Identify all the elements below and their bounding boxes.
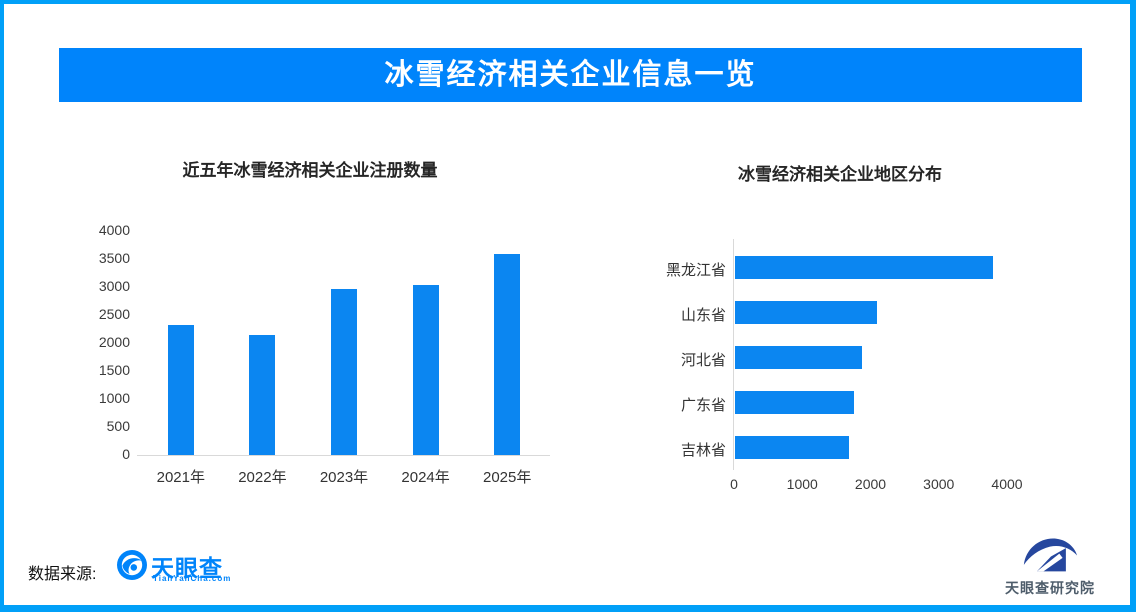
tianyancha-eye-icon — [117, 550, 147, 585]
y-tick-label: 2000 — [98, 334, 130, 350]
x-category-label: 2025年 — [483, 469, 532, 486]
y-tick-label: 1500 — [98, 362, 130, 378]
bar — [249, 335, 276, 455]
y-tick-label: 0 — [122, 446, 130, 462]
x-tick-label: 1000 — [786, 476, 818, 492]
tianyancha-logo-text: 天眼查 — [151, 555, 223, 581]
y-category-label: 山东省 — [680, 306, 726, 324]
y-tick-label: 4000 — [98, 222, 130, 238]
right-y-axis-line — [733, 239, 734, 470]
y-tick-label: 500 — [106, 418, 130, 434]
tianyancha-logo: 天眼查 TianYanCha.com — [117, 549, 247, 583]
x-tick-label: 4000 — [991, 476, 1023, 492]
bar — [735, 346, 862, 369]
institute-logo-text: 天眼查研究院 — [1005, 580, 1095, 596]
bar — [735, 436, 849, 459]
tianyancha-logo-subtext: TianYanCha.com — [153, 574, 232, 583]
bar — [735, 256, 993, 279]
institute-swoosh-icon — [1022, 535, 1078, 582]
x-category-label: 2021年 — [156, 469, 205, 486]
x-category-label: 2022年 — [238, 469, 287, 486]
y-category-label: 广东省 — [680, 396, 726, 414]
right-chart-title: 冰雪经济相关企业地区分布 — [738, 165, 942, 184]
left-x-axis-line — [137, 455, 550, 456]
x-tick-label: 0 — [730, 476, 738, 492]
y-category-label: 吉林省 — [680, 441, 726, 459]
left-chart-title: 近五年冰雪经济相关企业注册数量 — [182, 161, 438, 180]
x-category-label: 2024年 — [401, 469, 450, 486]
x-tick-label: 2000 — [854, 476, 887, 492]
y-tick-label: 2500 — [98, 306, 130, 322]
bar — [494, 253, 521, 455]
y-tick-label: 1000 — [98, 390, 130, 406]
y-tick-label: 3000 — [98, 278, 130, 294]
x-category-label: 2023年 — [319, 469, 369, 486]
data-source-label: 数据来源: — [28, 566, 97, 583]
page-title: 冰雪经济相关企业信息一览 — [59, 48, 1082, 102]
bar — [167, 325, 194, 455]
x-tick-label: 3000 — [923, 476, 955, 492]
y-category-label: 黑龙江省 — [665, 261, 726, 279]
y-tick-label: 3500 — [98, 250, 130, 266]
bar — [735, 301, 877, 324]
bar — [735, 391, 855, 414]
institute-logo: 天眼查研究院 — [1000, 535, 1100, 596]
bar — [331, 289, 357, 455]
bar — [412, 285, 439, 455]
y-category-label: 河北省 — [680, 351, 726, 369]
